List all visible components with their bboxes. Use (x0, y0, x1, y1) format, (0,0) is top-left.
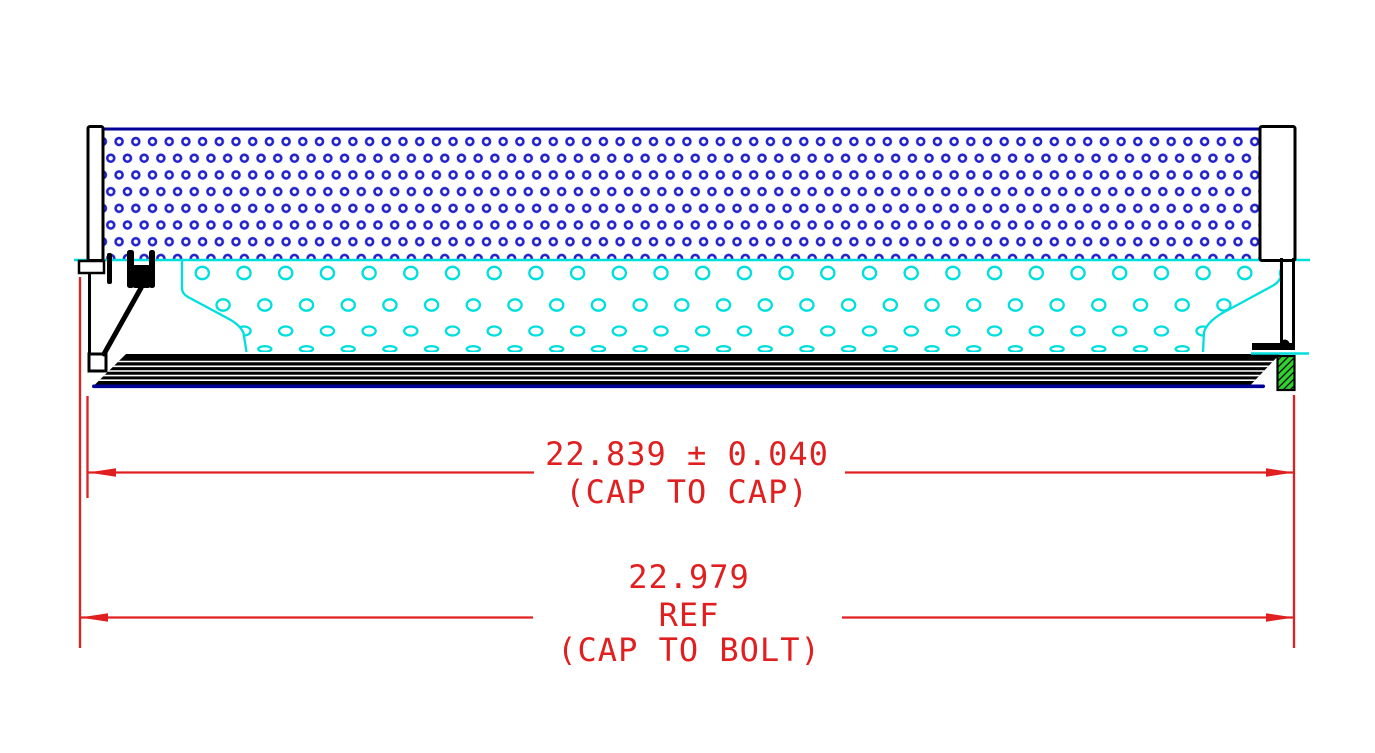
pleated-media (92, 354, 1280, 389)
core-contour-left (180, 261, 248, 353)
arrow-left-icon (80, 613, 108, 622)
bolt-plate (77, 259, 106, 275)
dimension-cap-to-bolt (80, 613, 1294, 622)
bolt-nut (133, 265, 150, 288)
arrow-left-icon (88, 468, 116, 477)
dim-cap-to-bolt-ref: REF (658, 596, 720, 634)
extension-lines (78, 277, 1296, 648)
mesh-top-edge (103, 127, 1260, 131)
dim-cap-to-cap-value: 22.839 ± 0.040 (545, 435, 829, 473)
dimension-cap-to-cap (88, 468, 1294, 477)
dim-cap-to-bolt-label: (CAP TO BOLT) (557, 631, 821, 669)
cap-strut (101, 285, 144, 357)
inner-core (180, 261, 1283, 353)
seal-gasket (1251, 352, 1309, 392)
media-bottom-edge (92, 384, 1265, 389)
end-cap-left (86, 125, 144, 373)
dim-cap-to-bolt-value: 22.979 (628, 558, 750, 596)
arrow-right-icon (1266, 613, 1294, 622)
core-contour-right (1201, 261, 1283, 353)
outer-mesh-screen (103, 127, 1260, 259)
arrow-right-icon (1266, 468, 1294, 477)
bolt-assembly (77, 250, 155, 288)
dim-cap-to-cap-label: (CAP TO CAP) (565, 473, 809, 511)
end-cap-right (1252, 125, 1297, 350)
